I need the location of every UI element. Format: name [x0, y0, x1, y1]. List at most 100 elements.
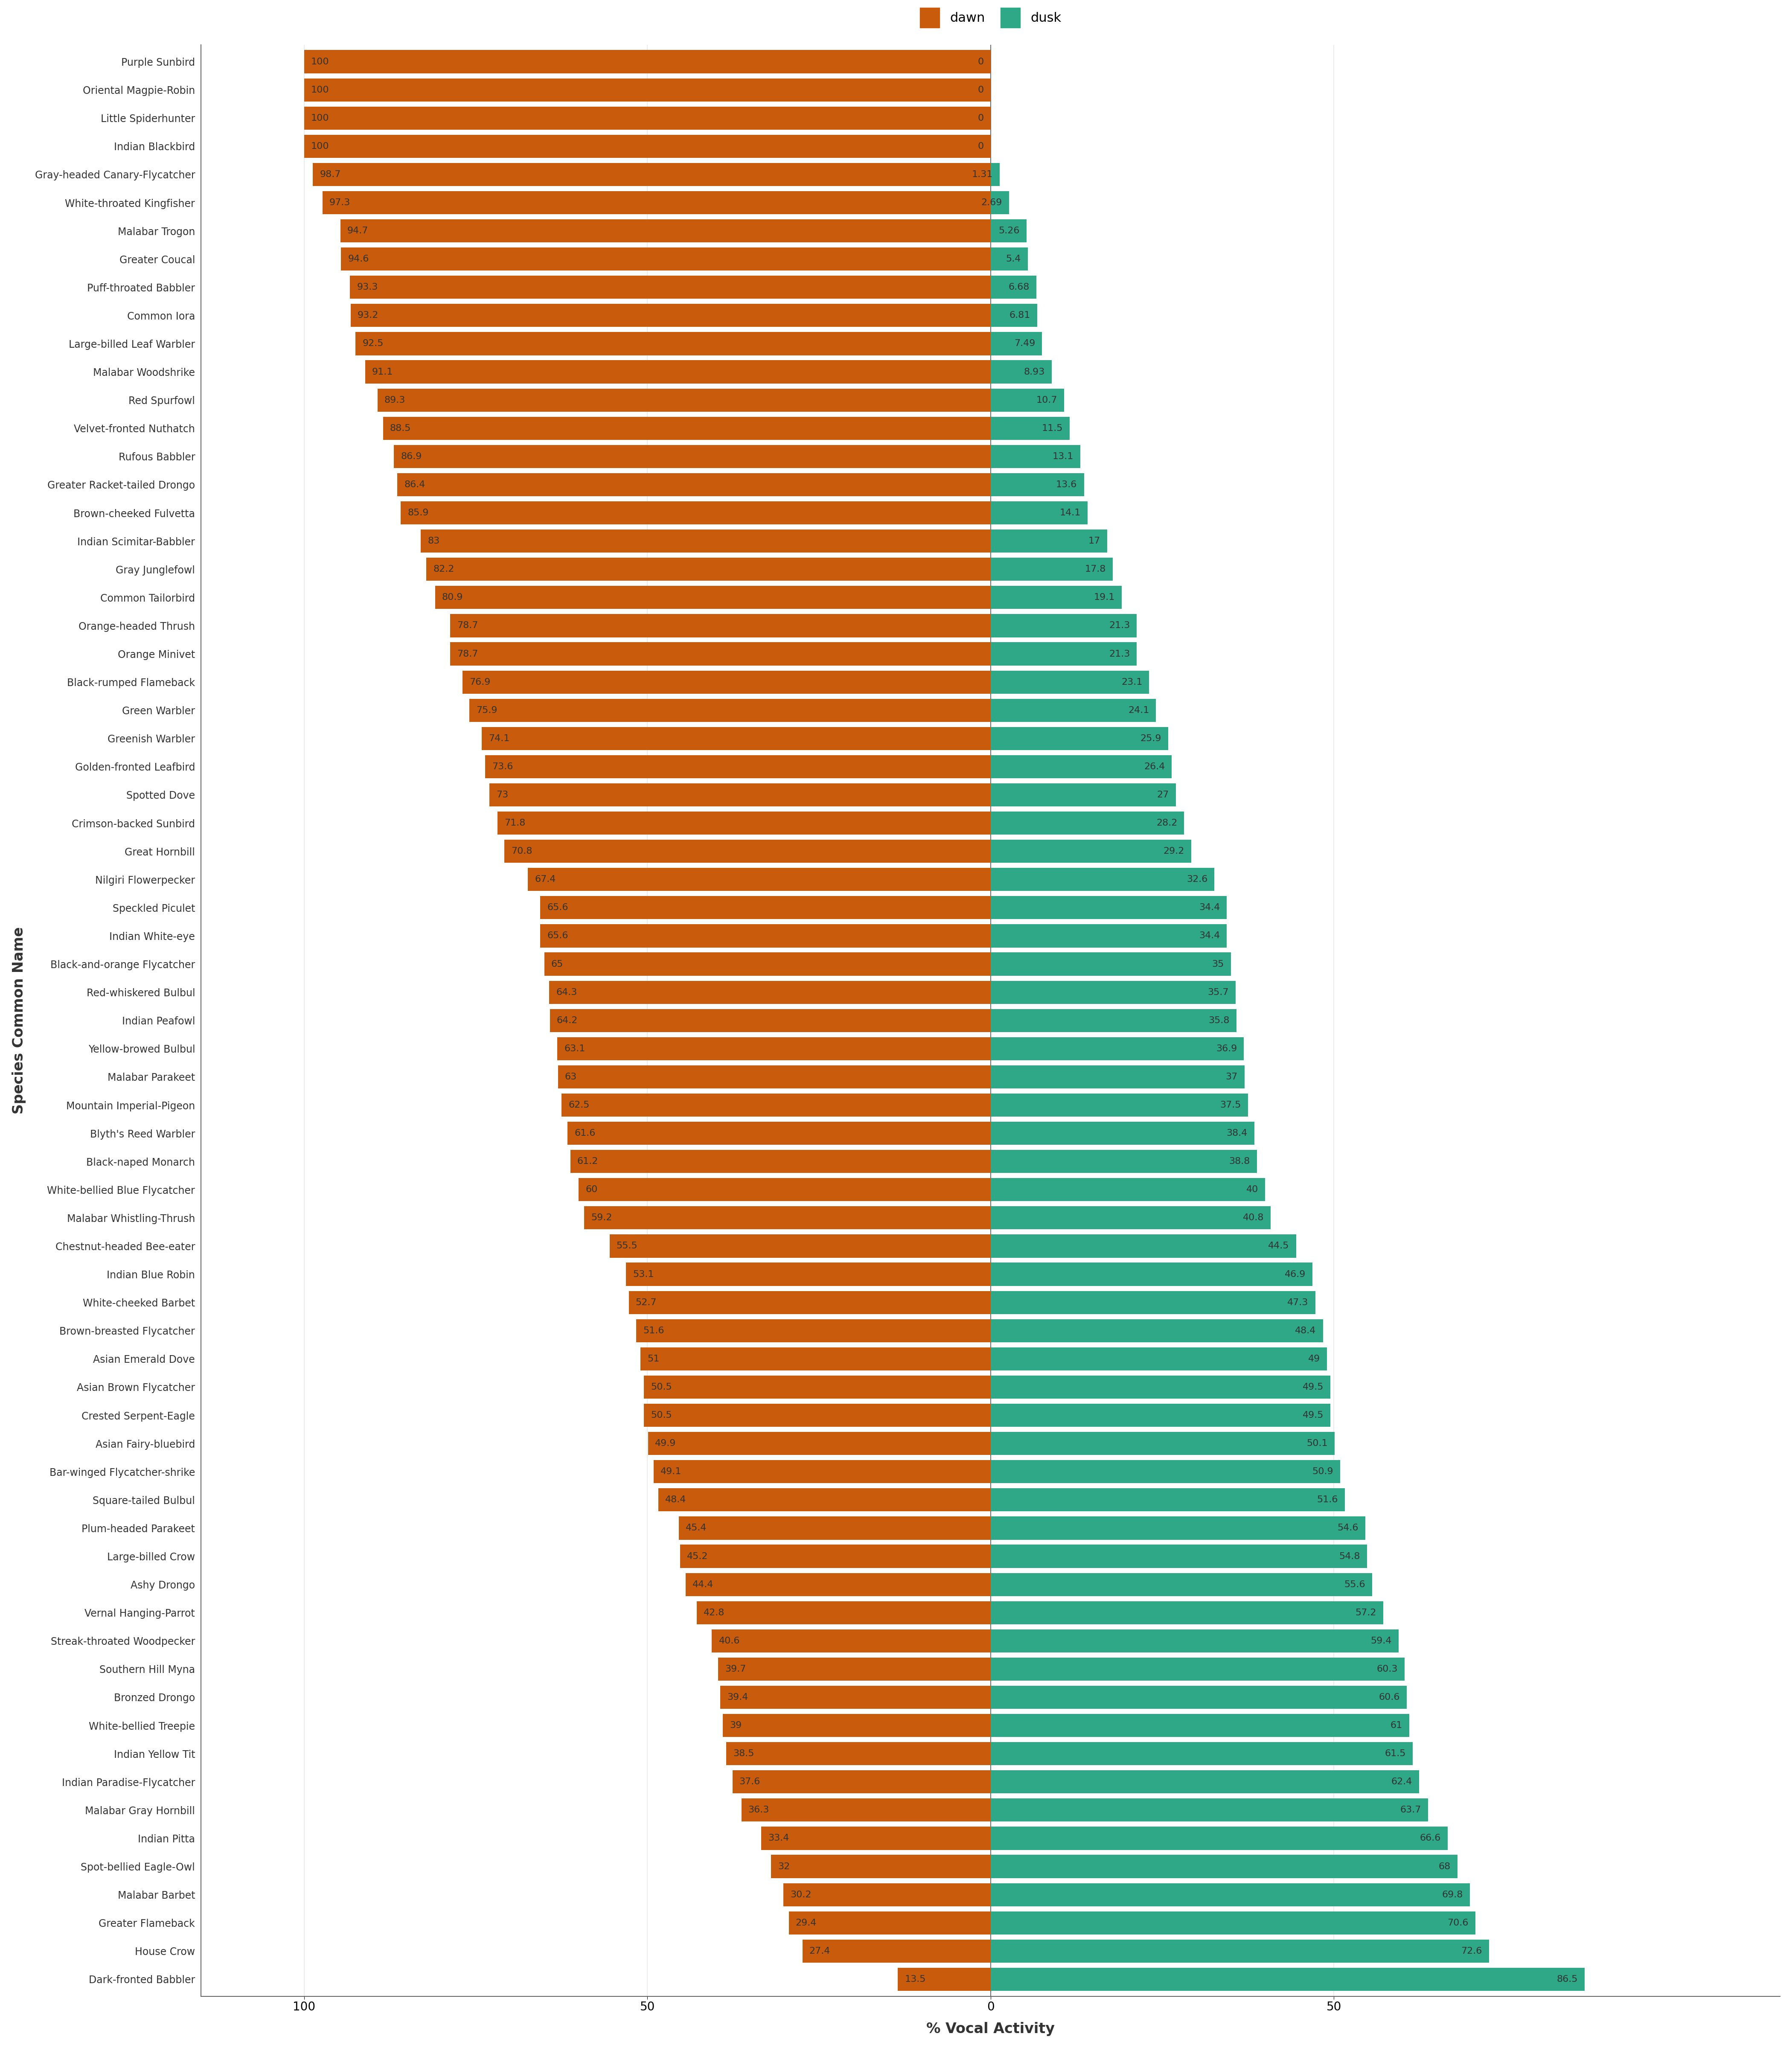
Bar: [720, 1686, 991, 1708]
Text: 13.6: 13.6: [1055, 481, 1077, 489]
Text: 65.6: 65.6: [547, 932, 568, 940]
Text: 100: 100: [310, 86, 330, 94]
Bar: [557, 1065, 991, 1087]
Bar: [584, 1206, 991, 1229]
Bar: [991, 868, 1215, 891]
Bar: [351, 303, 991, 328]
Bar: [733, 1769, 991, 1794]
Text: 86.4: 86.4: [405, 481, 425, 489]
Text: 86.5: 86.5: [1557, 1974, 1577, 1985]
Text: 32: 32: [778, 1862, 790, 1870]
Text: 6.81: 6.81: [1009, 311, 1030, 319]
Text: 8.93: 8.93: [1023, 367, 1045, 377]
Text: 17: 17: [1088, 537, 1100, 545]
Text: 74.1: 74.1: [489, 735, 509, 743]
X-axis label: % Vocal Activity: % Vocal Activity: [926, 2021, 1055, 2036]
Text: 73.6: 73.6: [493, 762, 513, 770]
Bar: [649, 1432, 991, 1454]
Bar: [654, 1460, 991, 1483]
Text: 19.1: 19.1: [1093, 594, 1115, 602]
Text: 38.4: 38.4: [1226, 1128, 1247, 1137]
Text: 36.9: 36.9: [1217, 1044, 1236, 1053]
Text: 59.2: 59.2: [591, 1214, 613, 1223]
Bar: [462, 670, 991, 694]
Text: 11.5: 11.5: [1041, 424, 1063, 432]
Bar: [991, 473, 1084, 496]
Bar: [340, 219, 991, 242]
Bar: [991, 1348, 1328, 1370]
Text: 55.5: 55.5: [616, 1241, 638, 1251]
Bar: [991, 1432, 1335, 1454]
Bar: [991, 1798, 1428, 1821]
Text: 51.6: 51.6: [1317, 1495, 1339, 1503]
Bar: [991, 360, 1052, 383]
Text: 100: 100: [310, 141, 330, 152]
Text: 38.5: 38.5: [733, 1749, 754, 1757]
Bar: [719, 1657, 991, 1681]
Bar: [643, 1403, 991, 1427]
Text: 60: 60: [586, 1186, 597, 1194]
Bar: [991, 811, 1185, 836]
Text: 26.4: 26.4: [1143, 762, 1165, 770]
Bar: [991, 1882, 1469, 1907]
Text: 10.7: 10.7: [1036, 395, 1057, 403]
Bar: [355, 332, 991, 354]
Text: 49.5: 49.5: [1303, 1382, 1324, 1391]
Bar: [991, 981, 1236, 1004]
Text: 54.6: 54.6: [1337, 1524, 1358, 1532]
Bar: [561, 1094, 991, 1116]
Bar: [991, 303, 1038, 328]
Text: 53.1: 53.1: [633, 1270, 654, 1278]
Text: 62.5: 62.5: [568, 1102, 590, 1110]
Text: 61: 61: [1391, 1720, 1403, 1731]
Text: 70.8: 70.8: [511, 848, 532, 856]
Bar: [991, 1149, 1256, 1174]
Text: 51: 51: [647, 1354, 659, 1364]
Bar: [991, 670, 1149, 694]
Text: 46.9: 46.9: [1285, 1270, 1306, 1278]
Text: 17.8: 17.8: [1084, 565, 1106, 573]
Bar: [991, 782, 1176, 807]
Bar: [383, 416, 991, 440]
Bar: [681, 1544, 991, 1569]
Text: 13.1: 13.1: [1052, 453, 1073, 461]
Text: 98.7: 98.7: [319, 170, 340, 178]
Text: 48.4: 48.4: [1296, 1327, 1315, 1335]
Text: 34.4: 34.4: [1199, 932, 1220, 940]
Bar: [489, 782, 991, 807]
Text: 64.3: 64.3: [556, 987, 577, 997]
Bar: [991, 924, 1228, 948]
Text: 54.8: 54.8: [1339, 1552, 1360, 1561]
Text: 48.4: 48.4: [665, 1495, 686, 1503]
Bar: [991, 1573, 1373, 1595]
Bar: [991, 1122, 1254, 1145]
Bar: [529, 868, 991, 891]
Bar: [305, 106, 991, 129]
Text: 67.4: 67.4: [534, 874, 556, 885]
Bar: [771, 1855, 991, 1878]
Bar: [991, 1743, 1412, 1765]
Text: 62.4: 62.4: [1391, 1778, 1412, 1786]
Bar: [486, 756, 991, 778]
Bar: [991, 1206, 1271, 1229]
Text: 73: 73: [496, 791, 509, 799]
Text: 35: 35: [1211, 961, 1224, 969]
Text: 37.5: 37.5: [1220, 1102, 1242, 1110]
Bar: [991, 276, 1036, 299]
Text: 21.3: 21.3: [1109, 649, 1131, 657]
Bar: [991, 1968, 1584, 1991]
Bar: [991, 332, 1041, 354]
Bar: [991, 1602, 1383, 1624]
Text: 89.3: 89.3: [383, 395, 405, 403]
Text: 30.2: 30.2: [790, 1890, 812, 1898]
Bar: [609, 1235, 991, 1257]
Bar: [991, 502, 1088, 524]
Text: 28.2: 28.2: [1156, 819, 1177, 827]
Bar: [450, 614, 991, 637]
Bar: [636, 1319, 991, 1341]
Text: 69.8: 69.8: [1443, 1890, 1462, 1898]
Bar: [898, 1968, 991, 1991]
Bar: [991, 1657, 1405, 1681]
Text: 97.3: 97.3: [330, 199, 351, 207]
Bar: [742, 1798, 991, 1821]
